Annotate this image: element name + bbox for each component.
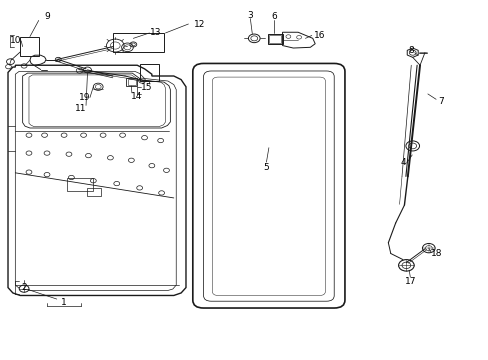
Text: 1: 1 bbox=[61, 298, 67, 307]
Text: 10: 10 bbox=[10, 36, 21, 45]
Text: 16: 16 bbox=[314, 31, 325, 40]
Text: 5: 5 bbox=[263, 163, 269, 172]
Bar bbox=[20, 37, 39, 56]
Bar bbox=[267, 34, 282, 44]
Text: 6: 6 bbox=[270, 12, 276, 21]
Text: 4: 4 bbox=[399, 158, 405, 167]
Text: 13: 13 bbox=[150, 28, 161, 37]
Bar bbox=[128, 79, 136, 85]
Text: 14: 14 bbox=[130, 92, 142, 101]
Text: 15: 15 bbox=[141, 83, 152, 92]
Text: 2: 2 bbox=[21, 283, 27, 292]
Circle shape bbox=[19, 285, 29, 292]
Text: 19: 19 bbox=[79, 93, 90, 102]
Bar bbox=[66, 178, 93, 192]
Text: 17: 17 bbox=[404, 276, 415, 285]
Bar bbox=[113, 33, 163, 52]
Text: 7: 7 bbox=[437, 96, 443, 105]
Bar bbox=[126, 78, 137, 86]
Bar bbox=[269, 35, 281, 43]
Text: 8: 8 bbox=[407, 46, 413, 55]
Bar bbox=[140, 64, 159, 81]
Text: 9: 9 bbox=[44, 12, 50, 21]
Text: 3: 3 bbox=[247, 10, 253, 19]
Text: 18: 18 bbox=[430, 249, 442, 258]
Bar bbox=[87, 188, 101, 196]
Text: 11: 11 bbox=[75, 104, 87, 113]
Text: 12: 12 bbox=[194, 19, 205, 28]
